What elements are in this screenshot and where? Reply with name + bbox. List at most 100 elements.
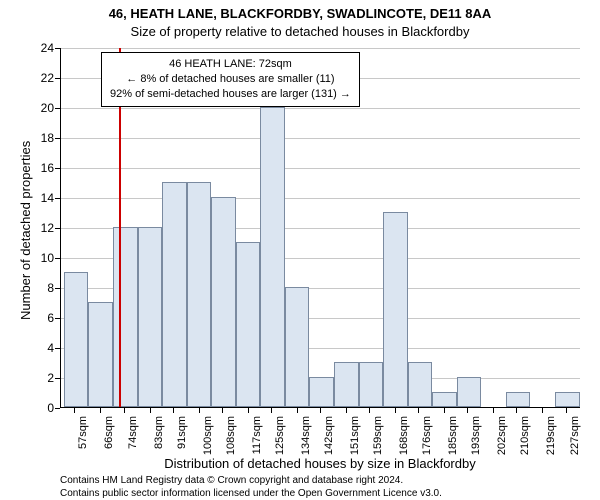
y-tick-label: 18 (30, 131, 54, 145)
y-tick-mark (55, 168, 60, 169)
plot-area: 46 HEATH LANE: 72sqm ← 8% of detached ho… (60, 48, 580, 408)
x-tick-mark (271, 408, 272, 413)
histogram-bar (383, 212, 408, 407)
histogram-bar (309, 377, 334, 407)
x-tick-mark (297, 408, 298, 413)
x-tick-label: 83sqm (153, 416, 165, 464)
y-tick-label: 8 (30, 281, 54, 295)
y-tick-mark (55, 48, 60, 49)
x-tick-label: 151sqm (349, 416, 361, 464)
title-subtitle: Size of property relative to detached ho… (0, 24, 600, 39)
histogram-bar (285, 287, 310, 407)
info-line-2: ← 8% of detached houses are smaller (11) (110, 72, 351, 87)
x-tick-mark (346, 408, 347, 413)
x-tick-mark (516, 408, 517, 413)
gridline (61, 108, 580, 109)
y-tick-label: 14 (30, 191, 54, 205)
histogram-bar (113, 227, 138, 407)
credits-line-1: Contains HM Land Registry data © Crown c… (60, 474, 442, 487)
x-tick-mark (395, 408, 396, 413)
histogram-bar (162, 182, 187, 407)
y-tick-mark (55, 78, 60, 79)
x-tick-label: 219sqm (545, 416, 557, 464)
y-tick-mark (55, 288, 60, 289)
y-tick-label: 22 (30, 71, 54, 85)
x-tick-label: 159sqm (372, 416, 384, 464)
y-tick-mark (55, 108, 60, 109)
gridline (61, 48, 580, 49)
histogram-bar (555, 392, 580, 407)
y-tick-label: 20 (30, 101, 54, 115)
x-tick-label: 100sqm (202, 416, 214, 464)
y-tick-mark (55, 138, 60, 139)
y-tick-label: 10 (30, 251, 54, 265)
histogram-bar (359, 362, 384, 407)
y-tick-label: 24 (30, 41, 54, 55)
y-tick-mark (55, 318, 60, 319)
y-tick-mark (55, 378, 60, 379)
x-tick-mark (173, 408, 174, 413)
histogram-bar (236, 242, 261, 407)
histogram-bar (334, 362, 359, 407)
info-box: 46 HEATH LANE: 72sqm ← 8% of detached ho… (101, 52, 360, 107)
x-tick-label: 117sqm (251, 416, 263, 464)
x-tick-mark (467, 408, 468, 413)
gridline (61, 138, 580, 139)
x-tick-mark (566, 408, 567, 413)
x-tick-mark (493, 408, 494, 413)
x-tick-mark (369, 408, 370, 413)
x-tick-label: 168sqm (398, 416, 410, 464)
x-tick-label: 91sqm (176, 416, 188, 464)
x-tick-mark (320, 408, 321, 413)
histogram-bar (138, 227, 163, 407)
histogram-bar (457, 377, 482, 407)
x-tick-label: 66sqm (103, 416, 115, 464)
x-tick-mark (418, 408, 419, 413)
x-tick-label: 185sqm (447, 416, 459, 464)
info-line-1: 46 HEATH LANE: 72sqm (110, 57, 351, 72)
credits: Contains HM Land Registry data © Crown c… (60, 474, 442, 500)
x-tick-label: 74sqm (127, 416, 139, 464)
histogram-bar (506, 392, 531, 407)
histogram-bar (260, 107, 285, 407)
x-tick-mark (542, 408, 543, 413)
y-tick-mark (55, 348, 60, 349)
y-tick-label: 2 (30, 371, 54, 385)
y-tick-label: 12 (30, 221, 54, 235)
histogram-bar (64, 272, 89, 407)
x-tick-label: 227sqm (569, 416, 581, 464)
x-tick-mark (150, 408, 151, 413)
x-tick-label: 210sqm (519, 416, 531, 464)
x-tick-mark (222, 408, 223, 413)
gridline (61, 168, 580, 169)
credits-line-2: Contains public sector information licen… (60, 487, 442, 500)
gridline (61, 198, 580, 199)
x-tick-mark (100, 408, 101, 413)
title-address: 46, HEATH LANE, BLACKFORDBY, SWADLINCOTE… (0, 6, 600, 21)
y-tick-mark (55, 408, 60, 409)
x-tick-label: 142sqm (323, 416, 335, 464)
histogram-bar (432, 392, 457, 407)
y-tick-mark (55, 258, 60, 259)
histogram-bar (211, 197, 236, 407)
x-tick-label: 57sqm (77, 416, 89, 464)
x-tick-mark (444, 408, 445, 413)
y-tick-label: 4 (30, 341, 54, 355)
x-tick-mark (124, 408, 125, 413)
x-tick-mark (248, 408, 249, 413)
y-tick-label: 0 (30, 401, 54, 415)
x-tick-mark (199, 408, 200, 413)
histogram-bar (88, 302, 113, 407)
histogram-bar (187, 182, 212, 407)
info-line-3: 92% of semi-detached houses are larger (… (110, 87, 351, 102)
x-tick-label: 108sqm (225, 416, 237, 464)
y-tick-mark (55, 198, 60, 199)
x-tick-label: 134sqm (300, 416, 312, 464)
x-tick-mark (74, 408, 75, 413)
x-tick-label: 193sqm (470, 416, 482, 464)
y-tick-label: 6 (30, 311, 54, 325)
x-tick-label: 125sqm (274, 416, 286, 464)
y-tick-label: 16 (30, 161, 54, 175)
y-tick-mark (55, 228, 60, 229)
histogram-bar (408, 362, 433, 407)
